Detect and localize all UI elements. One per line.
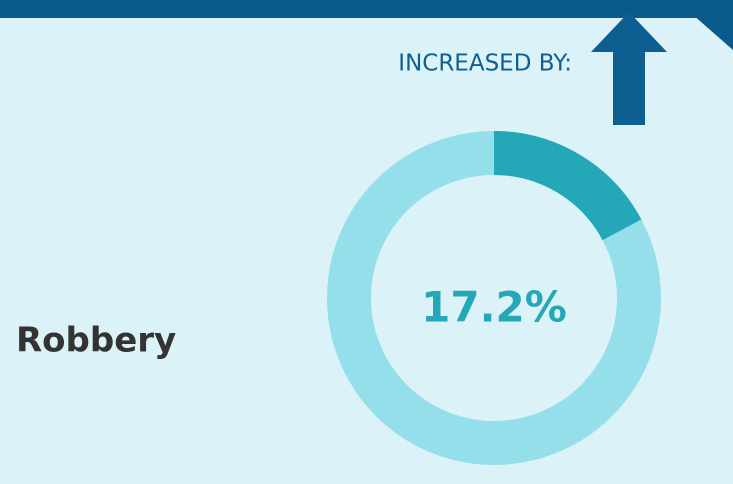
- donut: [327, 131, 661, 465]
- top-bar: [0, 0, 733, 18]
- value-label: 17.2%: [421, 283, 567, 332]
- heading: INCREASED BY:: [398, 51, 572, 77]
- category-label: Robbery: [16, 321, 176, 361]
- donut-segment: [493, 131, 642, 241]
- corner-fold: [676, 0, 733, 50]
- up-arrow: [591, 12, 667, 125]
